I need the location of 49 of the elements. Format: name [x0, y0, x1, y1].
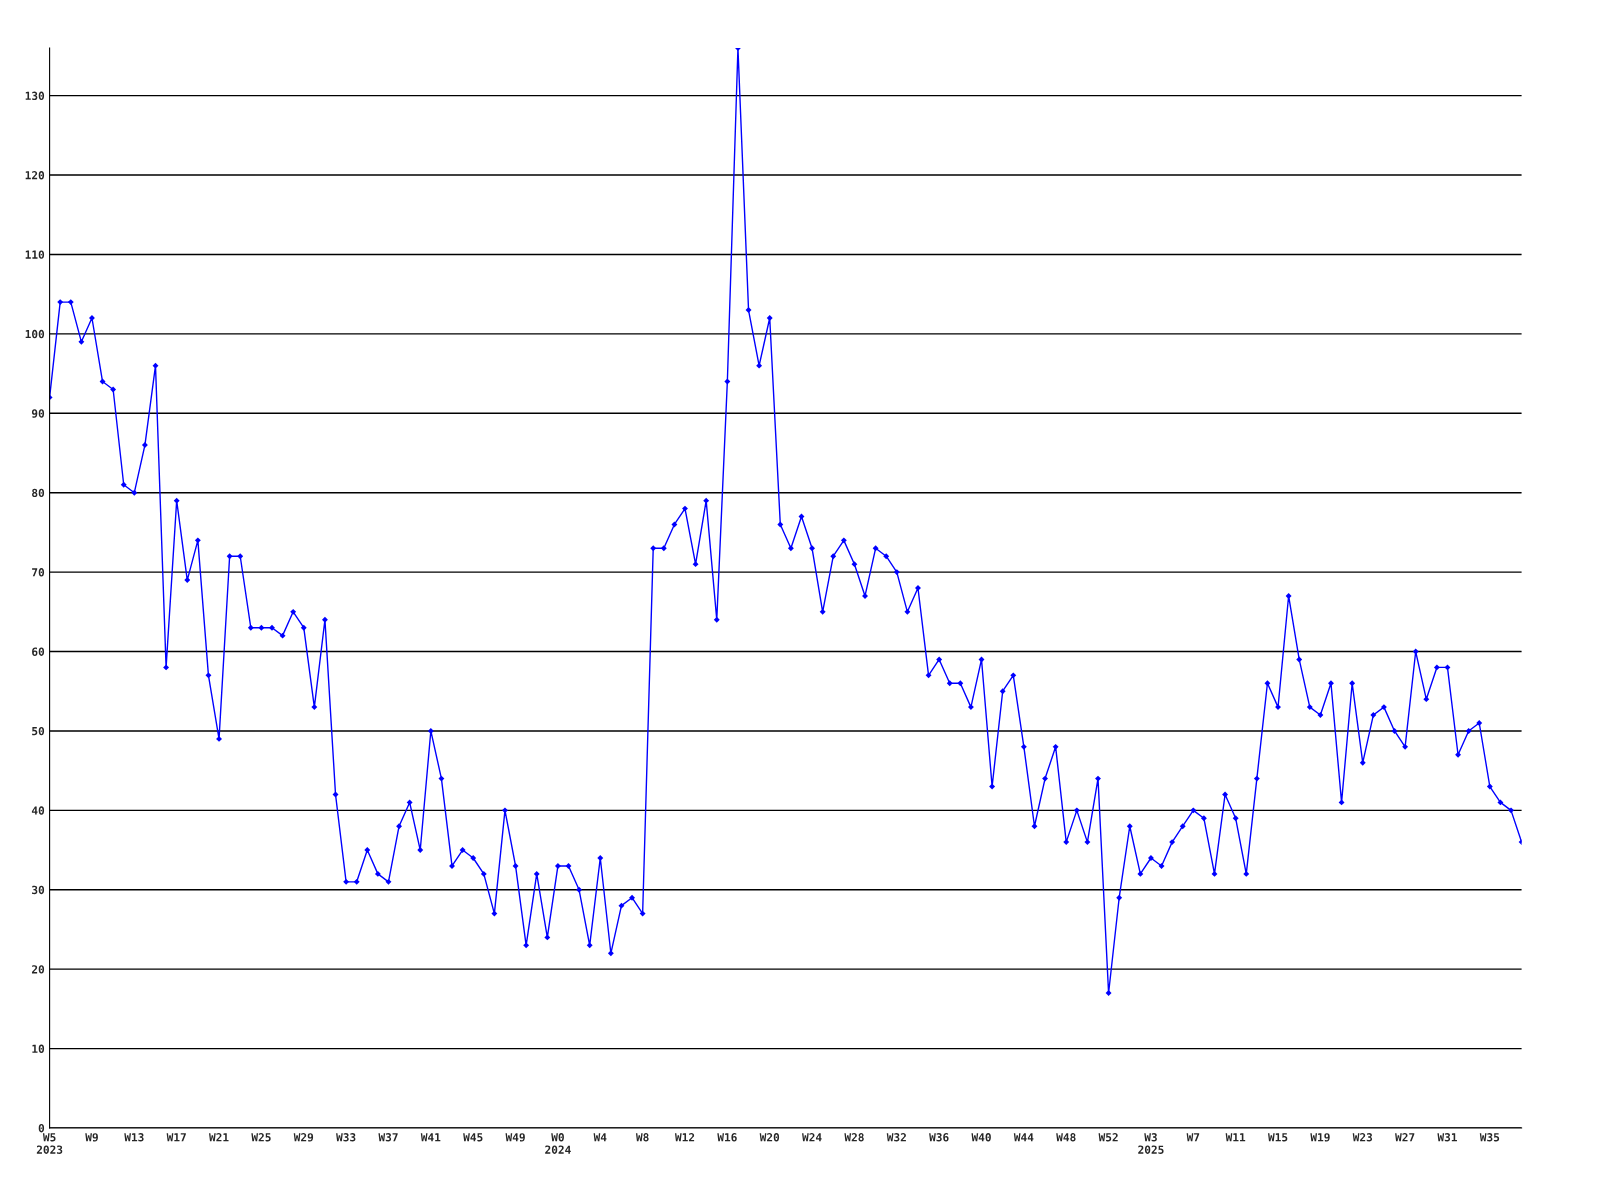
- y-tick-label: 30: [32, 885, 45, 895]
- x-tick-label: W23: [1352, 1133, 1373, 1142]
- y-tick-label: 130: [25, 91, 45, 101]
- x-tick-label: W15: [1268, 1133, 1288, 1142]
- x-tick-label: W17: [166, 1133, 186, 1142]
- x-tick-label: W0 2024: [545, 1133, 571, 1154]
- y-tick-label: 0: [38, 1123, 45, 1133]
- y-tick-label: 40: [31, 806, 45, 815]
- x-tick-label: W7: [1186, 1133, 1200, 1142]
- x-tick-label: W5 2023: [36, 1133, 63, 1154]
- x-tick-label: W20: [759, 1133, 780, 1142]
- x-tick-label: W16: [717, 1133, 737, 1142]
- y-tick-label: 20: [31, 965, 45, 974]
- y-tick-label: 70: [32, 568, 45, 577]
- x-tick-label: W44: [1013, 1133, 1034, 1142]
- x-tick-label: W4: [593, 1133, 607, 1142]
- x-tick-label: W29: [293, 1133, 314, 1142]
- x-tick-label: W13: [124, 1133, 144, 1142]
- x-tick-label: W31: [1437, 1133, 1457, 1142]
- x-tick-label: W35: [1479, 1133, 1500, 1142]
- x-tick-label: W21: [209, 1133, 229, 1142]
- x-tick-label: W27: [1395, 1133, 1415, 1142]
- x-tick-label: W11: [1225, 1133, 1246, 1142]
- x-tick-label: W52: [1098, 1133, 1118, 1142]
- x-tick-label: W32: [886, 1133, 906, 1142]
- x-tick-label: W36: [929, 1133, 949, 1142]
- x-tick-label: W9: [85, 1133, 98, 1142]
- y-tick-label: 80: [32, 488, 45, 498]
- x-tick-label: W24: [802, 1133, 822, 1142]
- y-tick-label: 60: [32, 647, 45, 656]
- y-tick-label: 100: [25, 329, 45, 339]
- x-tick-label: W28: [844, 1133, 864, 1142]
- x-tick-label: W3 2025: [1138, 1133, 1164, 1154]
- y-tick-label: 10: [32, 1044, 45, 1053]
- y-tick-label: 50: [32, 726, 45, 736]
- x-tick-label: W41: [420, 1133, 441, 1142]
- x-tick-label: W33: [336, 1133, 356, 1142]
- x-tick-label: W40: [971, 1133, 991, 1142]
- y-tick-label: 110: [25, 250, 45, 259]
- x-tick-label: W19: [1310, 1133, 1330, 1142]
- x-tick-label: W48: [1056, 1133, 1076, 1142]
- y-tick-label: 90: [31, 409, 45, 418]
- y-tick-label: 120: [25, 171, 45, 180]
- x-tick-label: W8: [635, 1133, 649, 1142]
- x-tick-label: W45: [463, 1133, 483, 1142]
- x-tick-label: W25: [251, 1133, 271, 1142]
- x-tick-label: W12: [674, 1133, 695, 1142]
- x-tick-label: W49: [505, 1133, 525, 1142]
- x-tick-label: W37: [378, 1133, 398, 1142]
